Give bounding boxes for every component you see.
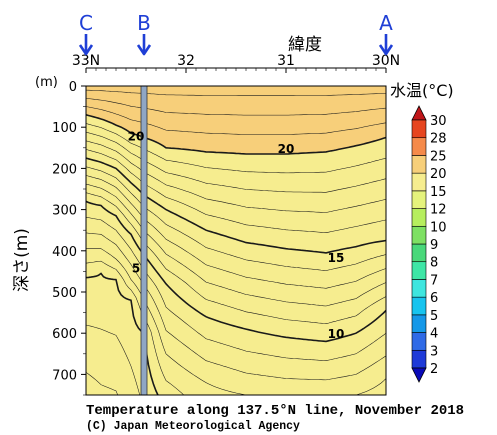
- isotherm-17: [86, 140, 386, 213]
- colorbar-swatch: [411, 279, 427, 298]
- colorbar-tick-label: 10: [430, 220, 447, 235]
- isotherm-7: [86, 248, 386, 395]
- station-label-A: A: [379, 11, 393, 35]
- y-tick-label: 0: [69, 80, 77, 95]
- isotherm-23: [86, 89, 386, 96]
- y-axis: 0 100 200 300 400 500 600 700: [52, 80, 86, 396]
- isotherm-9: [86, 216, 386, 361]
- isotherm-16: [86, 149, 386, 233]
- isotherm-10: [86, 200, 386, 343]
- x-tick-label: 30N: [372, 53, 400, 69]
- isotherm-5: [86, 272, 159, 395]
- station-arrow-head: [136, 44, 152, 56]
- y-tick-label: 500: [52, 286, 77, 301]
- colorbar-bottom-triangle: [411, 367, 427, 383]
- y-tick-label: 400: [52, 245, 77, 260]
- colorbar-swatch: [411, 208, 427, 227]
- colorbar-legend: 2 3 4 5 6 7 8 9 10 12 15 20 25 28 30: [411, 105, 447, 383]
- y-tick-label: 600: [52, 327, 77, 342]
- x-axis-label: 緯度: [288, 35, 322, 55]
- station-label-C: C: [79, 11, 93, 35]
- colorbar-tick-label: 7: [430, 273, 438, 288]
- x-tick-label: 33N: [72, 53, 100, 69]
- colorbar-tick-label: 20: [430, 167, 447, 182]
- station-label-B: B: [137, 11, 151, 35]
- isotherm-12: [86, 183, 386, 307]
- isotherm-6: [86, 260, 185, 395]
- station-arrow-head: [378, 44, 394, 56]
- colorbar-tick-label: 8: [430, 256, 438, 271]
- colorbar-swatch: [411, 155, 427, 174]
- y-tick-label: 200: [52, 162, 77, 177]
- colorbar-swatch: [411, 296, 427, 316]
- chart-title: Temperature along 137.5°N line, November…: [86, 403, 464, 419]
- x-tick-label: 31: [277, 53, 295, 69]
- y-unit-label: (m): [35, 75, 58, 90]
- colorbar-tick-label: 9: [430, 238, 438, 253]
- colorbar-tick-label: 30: [430, 114, 447, 129]
- contour-label-10: 10: [328, 327, 345, 341]
- colorbar-swatch: [411, 225, 427, 245]
- station-arrow-head: [78, 44, 94, 56]
- colorbar-swatch: [411, 261, 427, 280]
- colorbar-swatch: [411, 314, 427, 333]
- colorbar-title: 水温(°C): [390, 81, 454, 100]
- colorbar-tick-label: 25: [430, 149, 447, 164]
- isotherm-lines: [86, 89, 386, 395]
- temperature-field: [86, 86, 386, 395]
- isotherm-18: [86, 131, 386, 193]
- contour-label-20: 20: [278, 142, 295, 156]
- contour-label-15: 15: [328, 251, 345, 265]
- contour-label-20: 20: [128, 129, 145, 143]
- y-tick-label: 100: [52, 121, 77, 136]
- isotherm-15: [86, 157, 386, 254]
- isotherm-19: [86, 123, 386, 174]
- colorbar-tick-label: 15: [430, 185, 447, 200]
- colorbar-swatch: [411, 332, 427, 351]
- colorbar-swatch: [411, 172, 427, 192]
- colorbar-tick-label: 6: [430, 291, 438, 306]
- colorbar-tick-label: 28: [430, 132, 447, 147]
- plot-frame: [85, 85, 387, 396]
- isotherm-13: [86, 175, 386, 289]
- x-axis: 33N 32 31 30N: [72, 53, 400, 73]
- isotherm-22: [86, 98, 386, 116]
- x-tick-label: 32: [177, 53, 195, 69]
- band-below-20: [86, 114, 386, 395]
- y-axis-label: 深さ(m): [12, 228, 32, 292]
- credit-text: (C) Japan Meteorological Agency: [86, 420, 300, 433]
- isotherm-21: [86, 106, 386, 135]
- isotherm-20: [86, 114, 386, 155]
- contour-label-5: 5: [132, 261, 140, 275]
- colorbar-tick-label: 2: [430, 362, 438, 377]
- colorbar-swatch: [411, 349, 427, 369]
- colorbar-swatch: [411, 119, 427, 139]
- colorbar-swatch: [411, 137, 427, 156]
- colorbar-swatch: [411, 190, 427, 209]
- colorbar-tick-label: 3: [430, 344, 438, 359]
- colorbar-tick-label: 5: [430, 309, 438, 324]
- colorbar-tick-label: 4: [430, 327, 438, 342]
- isotherm-14: [86, 166, 386, 271]
- isotherm-11: [86, 192, 386, 324]
- colorbar-top-triangle: [411, 105, 427, 121]
- contour-labels: 20 20 15 10 5: [128, 129, 345, 341]
- y-tick-label: 700: [52, 368, 77, 383]
- y-tick-label: 300: [52, 204, 77, 219]
- colorbar-tick-label: 12: [430, 203, 447, 218]
- colorbar-swatch: [411, 243, 427, 263]
- isotherm-8: [86, 232, 386, 381]
- isotherm-4: [86, 324, 141, 395]
